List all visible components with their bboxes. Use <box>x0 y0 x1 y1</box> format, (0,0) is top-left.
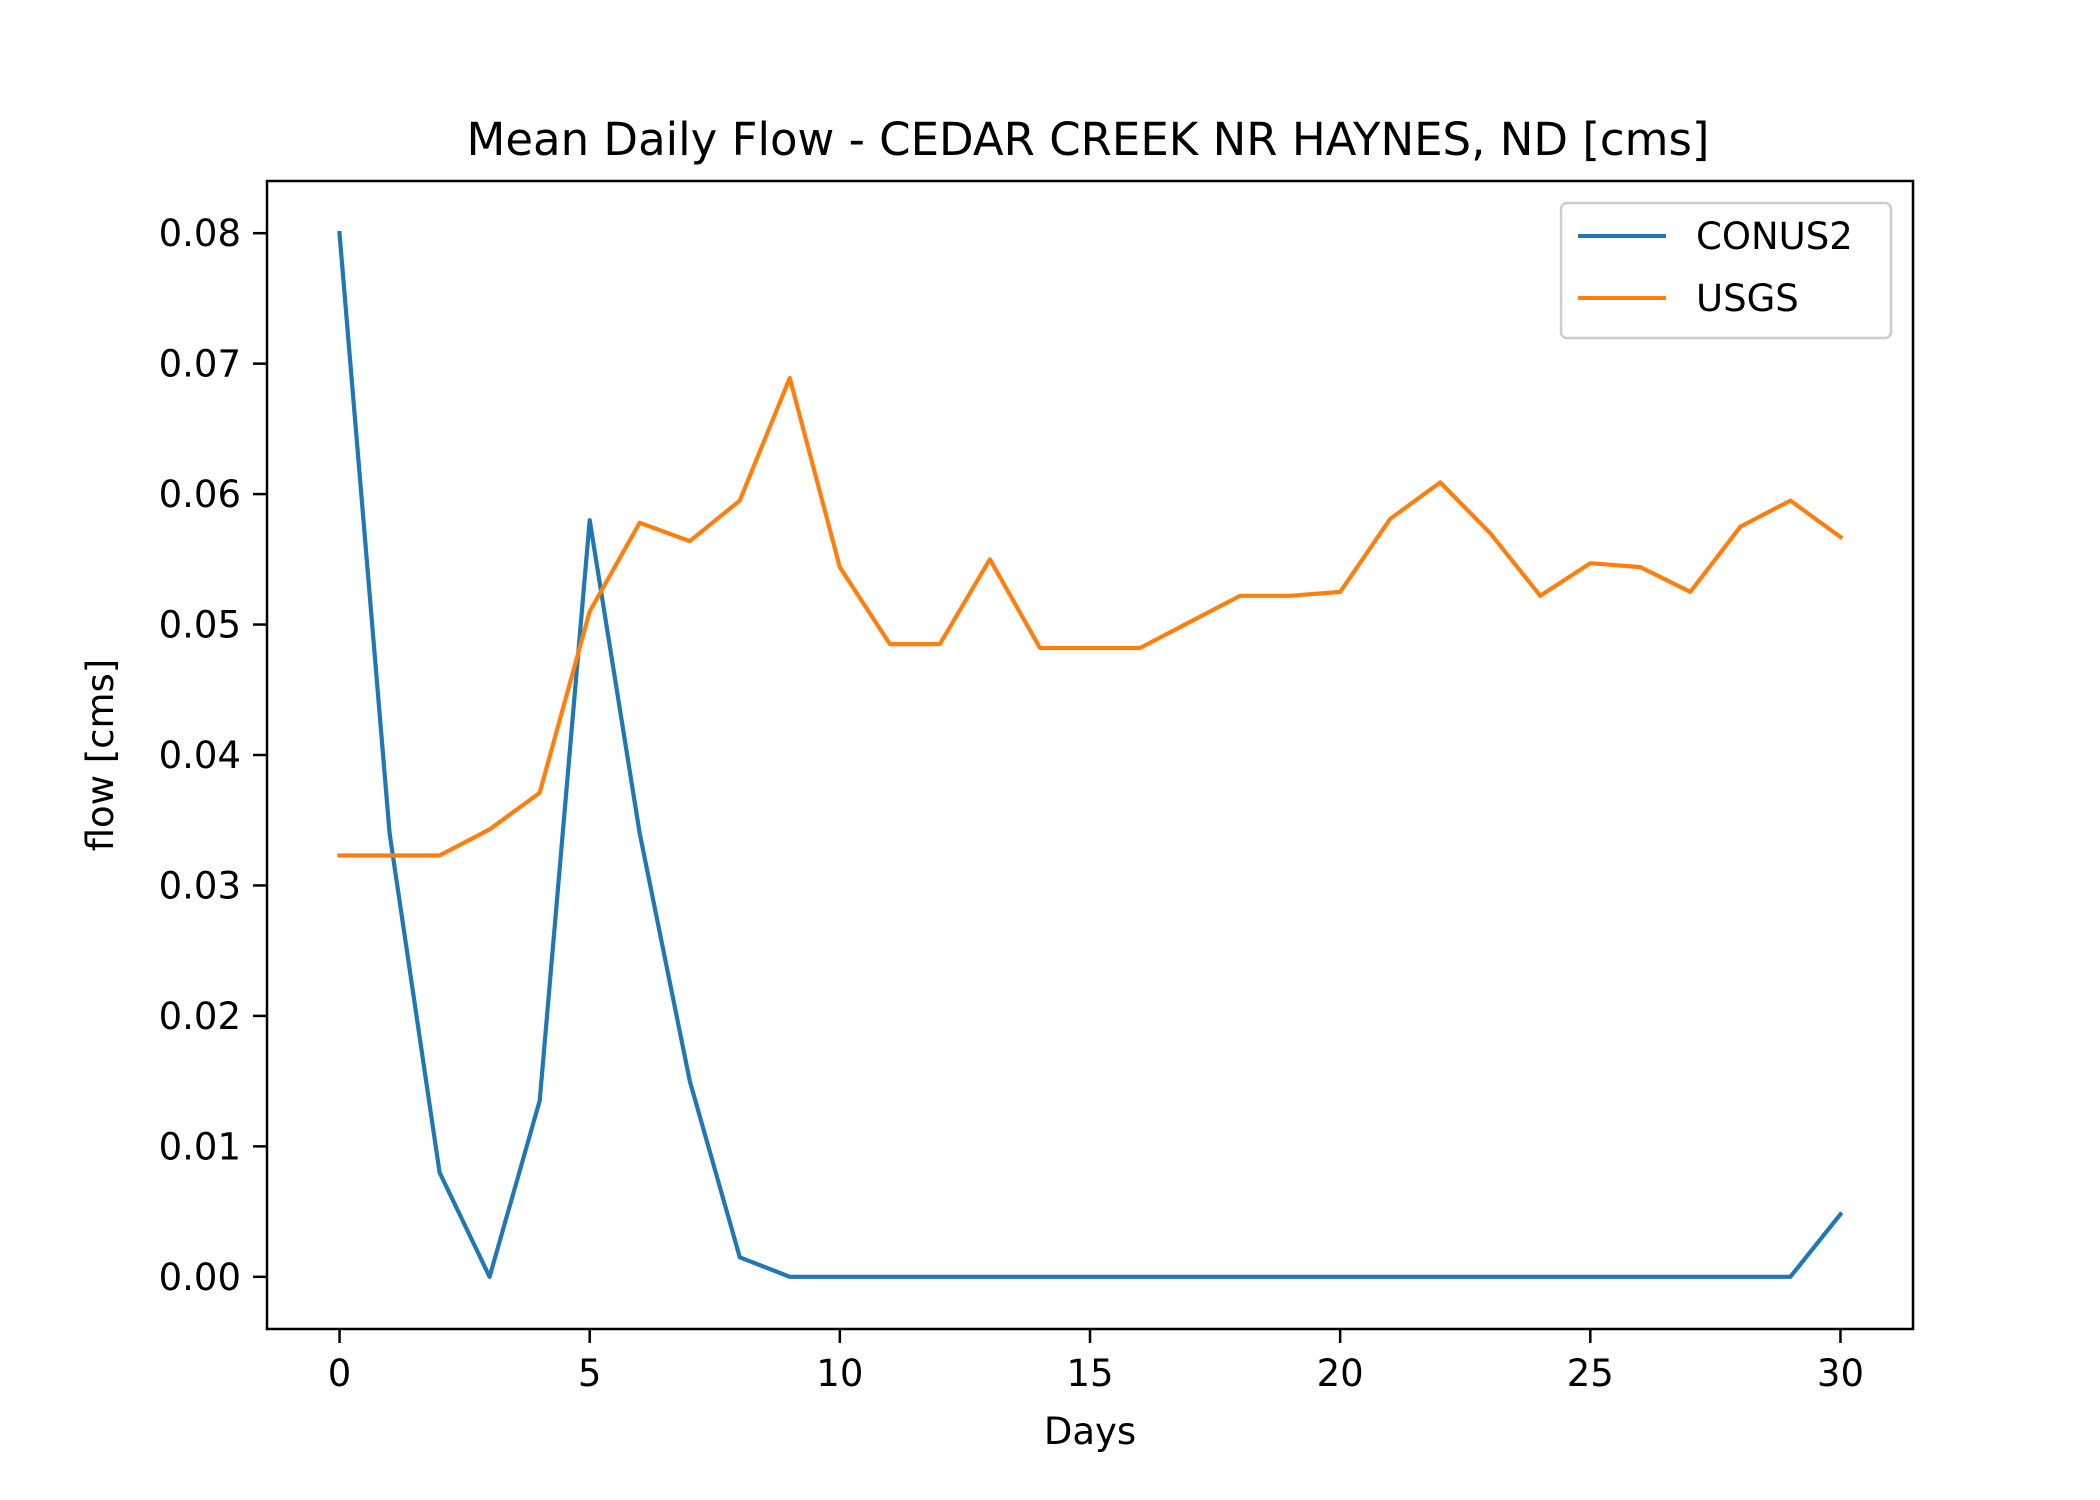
plot-lines <box>337 230 1844 1279</box>
y-tick-label: 0.07 <box>159 343 241 386</box>
x-axis-label: Days <box>1044 1410 1136 1453</box>
y-tick-label: 0.00 <box>159 1256 241 1299</box>
legend: CONUS2 USGS <box>1559 201 1893 340</box>
y-tick-label: 0.08 <box>159 212 241 255</box>
x-tick-label: 30 <box>1817 1352 1864 1395</box>
x-tick-label: 5 <box>578 1352 602 1395</box>
series-line-usgs <box>337 375 1844 858</box>
x-axis: 0 5 10 15 20 25 30 <box>328 1329 1864 1395</box>
y-tick-label: 0.02 <box>159 995 241 1038</box>
y-axis: 0.00 0.01 0.02 0.03 0.04 0.05 0.06 0.07 0.08 <box>159 212 267 1299</box>
y-tick-label: 0.04 <box>159 734 241 777</box>
x-tick-label: 20 <box>1317 1352 1364 1395</box>
plot-frame <box>265 179 1915 1331</box>
x-tick-label: 15 <box>1066 1352 1113 1395</box>
chart-title: Mean Daily Flow - CEDAR CREEK NR HAYNES,… <box>467 113 1710 166</box>
x-tick-label: 10 <box>816 1352 863 1395</box>
x-tick-label: 0 <box>328 1352 352 1395</box>
x-tick-label: 25 <box>1567 1352 1614 1395</box>
y-axis-label: flow [cms] <box>79 659 122 852</box>
y-tick-label: 0.06 <box>159 473 241 516</box>
legend-label-usgs: USGS <box>1696 277 1799 320</box>
y-tick-label: 0.03 <box>159 864 241 907</box>
y-tick-label: 0.01 <box>159 1125 241 1168</box>
series-line-conus2 <box>337 230 1844 1279</box>
legend-label-conus2: CONUS2 <box>1696 215 1853 258</box>
y-tick-label: 0.05 <box>159 604 241 647</box>
